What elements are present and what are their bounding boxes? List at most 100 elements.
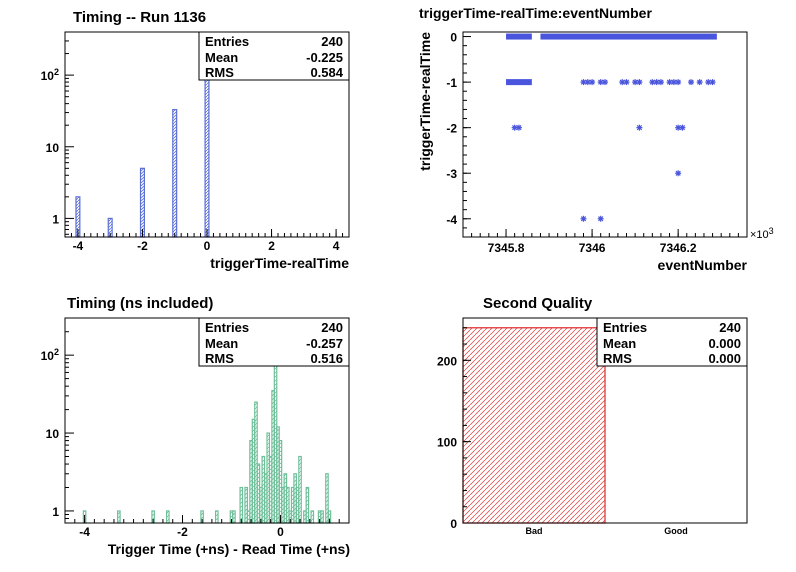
panel-timing-ns: Timing (ns included) -4 -2 0 1 10 102 Entries… bbox=[41, 295, 350, 557]
y-tick-label: -3 bbox=[446, 167, 457, 181]
histogram-bars bbox=[75, 53, 210, 238]
scatter-point bbox=[679, 124, 686, 131]
axes: -4 -2 0 1 10 102 bbox=[41, 331, 340, 539]
stats-value-entries: 240 bbox=[719, 320, 741, 335]
histogram-bar bbox=[166, 510, 170, 524]
stats-label-mean: Mean bbox=[205, 336, 238, 351]
chart-title: triggerTime-realTime:eventNumber bbox=[419, 5, 652, 21]
scatter-point bbox=[623, 79, 630, 86]
scatter-point-cluster bbox=[506, 33, 532, 40]
stats-value-entries: 240 bbox=[321, 34, 343, 49]
x-axis-exponent: ×103 bbox=[750, 226, 774, 241]
stats-value-rms: 0.000 bbox=[708, 351, 741, 366]
histogram-bar bbox=[139, 167, 145, 238]
scatter-point bbox=[584, 79, 591, 86]
panel-timing-run: Timing -- Run 1136 -4 -2 0 2 4 1 10 102 Entries… bbox=[41, 9, 350, 271]
scatter-points bbox=[506, 33, 717, 222]
x-tick-label: -4 bbox=[73, 239, 84, 253]
axes: Bad Good 0 100 200 bbox=[437, 327, 688, 536]
stats-box: Entries 240 Mean 0.000 RMS 0.000 bbox=[596, 317, 748, 367]
stats-value-mean: 0.000 bbox=[708, 336, 741, 351]
y-axis-label: triggerTime-realTime bbox=[417, 32, 433, 171]
histogram-bar bbox=[172, 109, 178, 238]
stats-value-entries: 240 bbox=[321, 320, 343, 335]
axes: 7345.8 7346 7346.2 0 -1 -2 -3 -4 bbox=[446, 31, 739, 255]
x-axis-label: eventNumber bbox=[658, 257, 748, 273]
scatter-point bbox=[636, 79, 643, 86]
x-tick-label: -4 bbox=[79, 525, 90, 539]
scatter-point-cluster bbox=[540, 33, 717, 40]
scatter-point bbox=[696, 79, 703, 86]
plot-frame bbox=[462, 31, 748, 238]
scatter-point bbox=[675, 170, 682, 177]
x-tick-label: Good bbox=[664, 526, 688, 536]
stats-value-mean: -0.225 bbox=[306, 50, 343, 65]
scatter-point bbox=[688, 79, 695, 86]
panel-second-quality: Second Quality Bad Good 0 100 200 Entries 24… bbox=[437, 295, 748, 536]
stats-label-rms: RMS bbox=[603, 351, 632, 366]
y-tick-label: -4 bbox=[446, 213, 457, 227]
stats-label-mean: Mean bbox=[603, 336, 636, 351]
histogram-bar bbox=[310, 510, 315, 524]
stats-label-entries: Entries bbox=[603, 320, 647, 335]
y-tick-label: 100 bbox=[437, 436, 457, 450]
histogram-bar bbox=[117, 510, 121, 524]
stats-label-mean: Mean bbox=[205, 50, 238, 65]
chart-title: Timing (ns included) bbox=[67, 295, 213, 312]
scatter-point bbox=[657, 79, 664, 86]
y-tick-label: 10 bbox=[46, 427, 60, 441]
scatter-point bbox=[580, 215, 587, 222]
histogram-bars bbox=[82, 334, 332, 524]
histogram-bar bbox=[239, 486, 244, 524]
x-tick-label: Bad bbox=[525, 526, 542, 536]
y-tick-label: -2 bbox=[446, 122, 457, 136]
x-tick-label: -2 bbox=[177, 525, 188, 539]
stats-value-rms: 0.584 bbox=[310, 65, 343, 80]
stats-label-entries: Entries bbox=[205, 34, 249, 49]
y-tick-label: 0 bbox=[450, 31, 457, 45]
scatter-point bbox=[619, 79, 626, 86]
axes: -4 -2 0 2 4 1 10 102 bbox=[41, 40, 344, 253]
y-tick-label: 10 bbox=[46, 141, 60, 155]
stats-box: Entries 240 Mean -0.225 RMS 0.584 bbox=[198, 31, 350, 81]
stats-box: Entries 240 Mean -0.257 RMS 0.516 bbox=[198, 317, 350, 367]
x-tick-label: 7346 bbox=[579, 241, 606, 255]
scatter-point bbox=[589, 79, 596, 86]
histogram-bar bbox=[320, 510, 324, 524]
scatter-point-cluster bbox=[506, 79, 532, 86]
panel-scatter: triggerTime-realTime:eventNumber 7345.8 7… bbox=[417, 5, 774, 273]
y-tick-label: 1 bbox=[52, 212, 59, 226]
stats-label-rms: RMS bbox=[205, 65, 234, 80]
y-tick-label: 102 bbox=[41, 67, 59, 83]
scatter-point bbox=[636, 124, 643, 131]
histogram-bar bbox=[214, 510, 219, 524]
histogram-bar bbox=[298, 455, 302, 524]
chart-title: Timing -- Run 1136 bbox=[73, 9, 206, 26]
x-tick-label: -2 bbox=[137, 239, 148, 253]
scatter-point bbox=[709, 79, 716, 86]
bar bbox=[462, 327, 606, 524]
histogram-bar bbox=[204, 53, 210, 238]
histogram-bar bbox=[232, 510, 236, 524]
scatter-point bbox=[597, 215, 604, 222]
stats-label-entries: Entries bbox=[205, 320, 249, 335]
y-tick-label: 0 bbox=[450, 517, 457, 531]
x-axis-label: triggerTime-realTime bbox=[210, 255, 349, 271]
scatter-point bbox=[705, 79, 712, 86]
x-tick-label: 2 bbox=[268, 239, 275, 253]
histogram-bar bbox=[305, 486, 310, 524]
scatter-point bbox=[675, 79, 682, 86]
x-axis-label: Trigger Time (+ns) - Read Time (+ns) bbox=[108, 541, 350, 557]
x-tick-label: 7346.2 bbox=[660, 241, 697, 255]
scatter-point bbox=[597, 79, 604, 86]
scatter-point bbox=[602, 79, 608, 86]
histogram-bars bbox=[462, 327, 606, 524]
x-tick-label: 4 bbox=[333, 239, 340, 253]
stats-label-rms: RMS bbox=[205, 351, 234, 366]
scatter-point bbox=[515, 124, 522, 131]
chart-title: Second Quality bbox=[483, 295, 593, 312]
y-tick-label: 200 bbox=[437, 354, 457, 368]
y-tick-label: -1 bbox=[446, 76, 457, 90]
y-tick-label: 1 bbox=[52, 505, 59, 519]
